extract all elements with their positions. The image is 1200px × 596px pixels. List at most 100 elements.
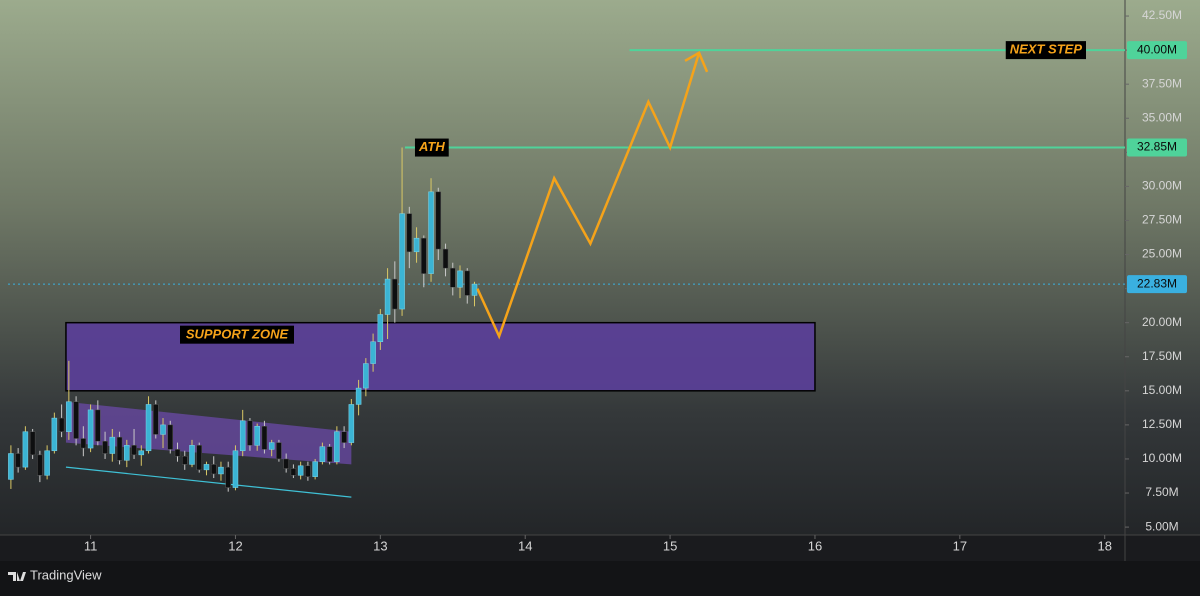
candle-body [442, 248, 449, 269]
y-tick-label: 37.50M [1142, 76, 1182, 90]
candle-body [225, 466, 231, 488]
candle-body [377, 314, 384, 343]
price-tag [1127, 138, 1187, 157]
candle-body [290, 468, 297, 476]
candle-body [95, 409, 101, 442]
x-tick-label: 15 [663, 538, 677, 553]
logo [8, 572, 26, 581]
candle-body [341, 431, 347, 443]
x-tick-label: 16 [808, 538, 822, 553]
candle-body [471, 283, 478, 296]
y-tick-label: 5.00M [1145, 519, 1178, 533]
label-box [414, 138, 449, 157]
price-tag [1127, 41, 1187, 60]
candle-body [167, 424, 174, 450]
candle-body [44, 450, 50, 476]
candle-body [66, 401, 72, 432]
candle-body [457, 270, 463, 288]
candle-body [131, 445, 137, 456]
level-price-label: 32.85M [1137, 140, 1177, 154]
candle-body [109, 436, 116, 454]
y-tick-label: 7.50M [1145, 485, 1178, 499]
y-tick-label: 12.50M [1142, 417, 1182, 431]
candle-body [435, 191, 442, 250]
candle-body [392, 278, 398, 310]
candle-body [210, 464, 217, 475]
level-label: NEXT STEP [1010, 42, 1083, 57]
candle-body [37, 454, 43, 476]
candle-body [153, 404, 159, 435]
candle-body [268, 442, 275, 450]
candle-body [355, 387, 362, 405]
candle-body [384, 278, 391, 315]
x-tick-label: 13 [373, 538, 387, 553]
candle-body [51, 417, 58, 452]
y-tick-label: 30.00M [1142, 179, 1182, 193]
label-box [180, 325, 294, 344]
x-tick-label: 18 [1097, 538, 1111, 553]
candle-body [312, 461, 318, 477]
candle-body [254, 425, 260, 446]
support-zone [65, 321, 816, 392]
candle-body [22, 431, 29, 468]
channel-base [65, 466, 352, 498]
candle-body [283, 458, 289, 469]
last-price-label: 22.83M [1137, 276, 1177, 290]
y-tick-label: 27.50M [1142, 213, 1182, 227]
candle-body [370, 341, 376, 364]
projection-path [476, 52, 701, 340]
y-tick-label: 15.00M [1142, 383, 1182, 397]
candle-body [73, 401, 79, 439]
candle-body [239, 420, 246, 452]
x-tick-label: 12 [228, 538, 242, 553]
candle-body [464, 270, 471, 296]
candle-body [189, 445, 195, 465]
candle-body [276, 442, 282, 460]
candle-body [297, 465, 304, 476]
candle-body [428, 191, 434, 274]
candle-body [363, 363, 369, 389]
label-box [1005, 41, 1086, 60]
x-tick-label: 11 [84, 538, 98, 553]
candle-body [181, 455, 188, 465]
candle-body [58, 417, 65, 432]
candle-body [80, 438, 87, 449]
level-price-label: 40.00M [1137, 42, 1177, 56]
candle-body [399, 213, 405, 310]
candle-body [87, 409, 94, 449]
candle-body [8, 453, 14, 480]
footer-brand: TradingView [30, 567, 102, 582]
candle-body [203, 464, 210, 471]
candle-body [145, 404, 152, 452]
candle-body [326, 446, 333, 462]
candle-body [116, 436, 123, 461]
candle-body [247, 420, 253, 446]
y-tick-label: 25.00M [1142, 247, 1182, 261]
candle-body [138, 450, 145, 456]
y-tick-label: 10.00M [1142, 451, 1182, 465]
footer-bar [0, 561, 1200, 591]
price-tag [1127, 275, 1187, 294]
x-tick-label: 17 [953, 538, 967, 553]
candle-body [406, 213, 413, 253]
candle-body [218, 466, 224, 475]
candle-body [261, 425, 268, 450]
y-tick-label: 17.50M [1142, 349, 1182, 363]
candle-body [29, 431, 36, 456]
candle-body [124, 445, 130, 461]
y-tick-label: 20.00M [1142, 315, 1182, 329]
candle-body [413, 237, 420, 253]
candle-body [196, 445, 202, 471]
candle-body [160, 424, 166, 435]
candle-body [174, 449, 181, 457]
candle-body [421, 237, 427, 274]
candle-body [348, 404, 355, 443]
projection-arrowhead [684, 51, 709, 73]
candle-body [319, 446, 326, 462]
candle-body [450, 267, 456, 288]
y-tick-label: 42.50M [1142, 8, 1182, 22]
candle-body [305, 465, 311, 477]
